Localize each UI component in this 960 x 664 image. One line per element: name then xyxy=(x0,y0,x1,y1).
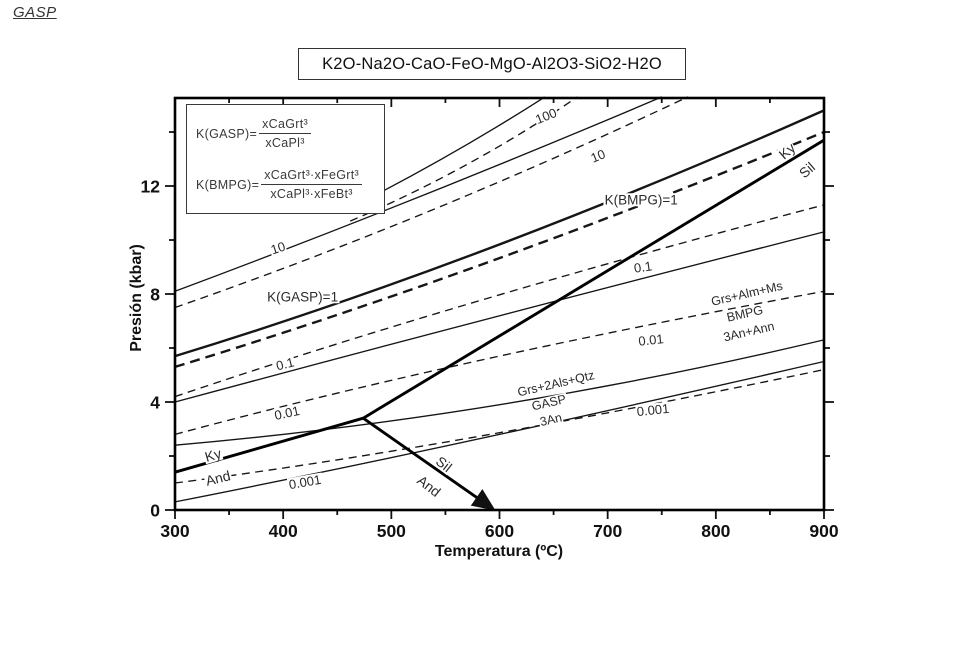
figure-corner-label: GASP xyxy=(13,4,57,21)
plot-frame xyxy=(173,96,826,512)
isopleth-bmpg-0.01 xyxy=(174,290,825,436)
x-tick-label: 600 xyxy=(485,521,514,541)
isopleth-bmpg-0.001 xyxy=(174,368,825,484)
bmpg-equation: K(BMPG)= xCaGrt³·xFeGrt³ xCaPl³·xFeBt³ xyxy=(196,168,384,201)
x-tick-label: 900 xyxy=(809,521,838,541)
y-tick-label: 8 xyxy=(150,285,160,305)
isopleth-gasp-0.001 xyxy=(174,360,825,503)
y-tick-label: 0 xyxy=(150,501,160,521)
y-axis-title: Presión (kbar) xyxy=(128,244,145,352)
x-tick-label: 700 xyxy=(593,521,622,541)
y-tick-label: 4 xyxy=(150,393,160,413)
y-tick-label: 12 xyxy=(141,177,161,197)
x-tick-label: 400 xyxy=(269,521,298,541)
isopleth-bmpg-10 xyxy=(174,96,688,309)
isopleth-gasp-1 xyxy=(174,109,825,358)
x-axis-title: Temperatura (ºC) xyxy=(434,543,564,560)
bmpg-equation-fraction: xCaGrt³·xFeGrt³ xCaPl³·xFeBt³ xyxy=(261,168,362,201)
gasp-equation-fraction: xCaGrt³ xCaPl³ xyxy=(259,117,311,150)
isopleth-bmpg-0.1 xyxy=(174,204,825,398)
gasp-equation-lhs: K(GASP)= xyxy=(196,126,258,141)
bmpg-equation-numerator: xCaGrt³·xFeGrt³ xyxy=(261,168,362,185)
x-tick-label: 300 xyxy=(160,521,189,541)
chart-title-box: K2O-Na2O-CaO-FeO-MgO-Al2O3-SiO2-H2O xyxy=(298,48,686,80)
isopleth-gasp-10 xyxy=(174,96,663,292)
bmpg-equation-lhs: K(BMPG)= xyxy=(196,177,260,192)
phase-boundary-ky-sil xyxy=(362,138,825,420)
gasp-equation-denominator: xCaPl³ xyxy=(265,136,305,150)
x-tick-label: 500 xyxy=(377,521,406,541)
legend-equations-box: K(GASP)= xCaGrt³ xCaPl³ K(BMPG)= xCaGrt³… xyxy=(186,104,385,214)
chart-title: K2O-Na2O-CaO-FeO-MgO-Al2O3-SiO2-H2O xyxy=(322,54,662,73)
gasp-equation: K(GASP)= xCaGrt³ xCaPl³ xyxy=(196,117,384,150)
gasp-equation-numerator: xCaGrt³ xyxy=(259,117,311,134)
phase-boundary-sil-and xyxy=(362,417,496,511)
isopleth-gasp-0.1 xyxy=(174,231,825,403)
isopleth-gasp-0.01 xyxy=(174,339,825,446)
x-tick-label: 800 xyxy=(701,521,730,541)
bmpg-equation-denominator: xCaPl³·xFeBt³ xyxy=(270,187,353,201)
